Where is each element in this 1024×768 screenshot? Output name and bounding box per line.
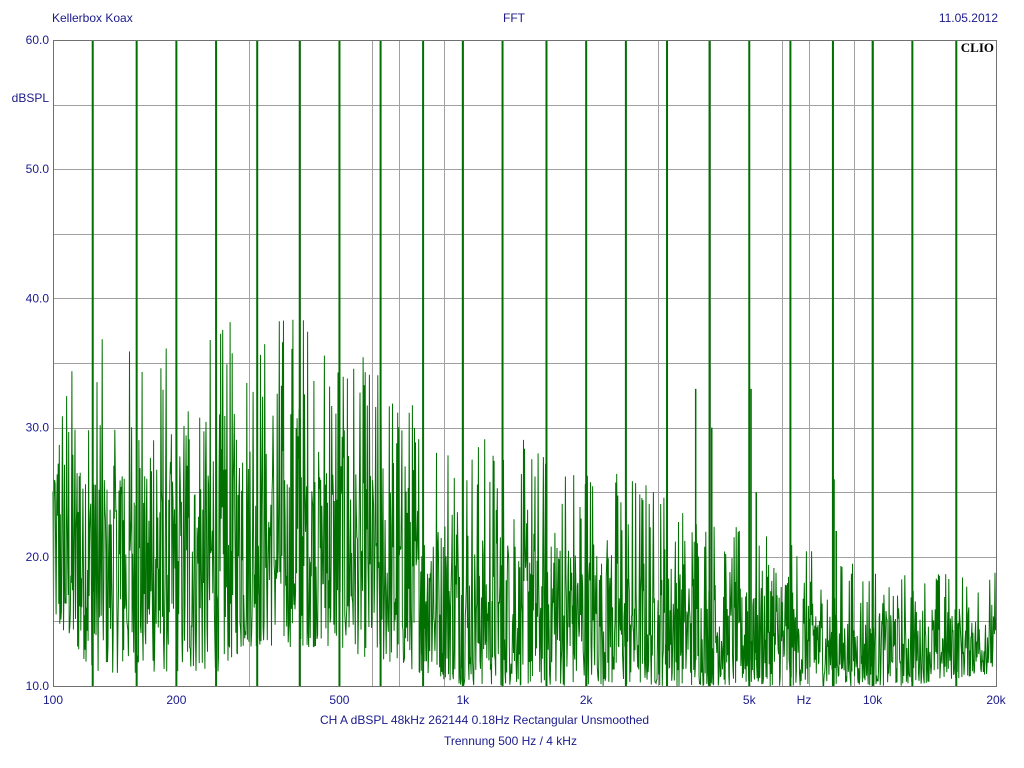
measurement-parameters: CH A dBSPL 48kHz 262144 0.18Hz Rectangul… <box>320 713 650 727</box>
y-axis-label: dBSPL <box>12 91 50 105</box>
clio-logo: CLIO <box>961 40 994 55</box>
header-measurement-type: FFT <box>503 11 525 25</box>
measurement-note: Trennung 500 Hz / 4 kHz <box>444 734 577 748</box>
x-tick-label: 200 <box>166 693 186 707</box>
x-tick-label: 2k <box>580 693 594 707</box>
x-tick-label: 20k <box>986 693 1006 707</box>
x-axis-unit-label: Hz <box>797 693 812 707</box>
fft-noise-trace <box>52 319 997 688</box>
plot-frame <box>53 40 997 687</box>
header-date: 11.05.2012 <box>938 11 998 25</box>
x-tick-label: 5k <box>743 693 757 707</box>
header-title: Kellerbox Koax <box>52 11 133 25</box>
x-tick-label: 1k <box>456 693 470 707</box>
y-tick-label: 50.0 <box>26 162 50 176</box>
x-tick-label: 10k <box>863 693 883 707</box>
x-tick-label: 100 <box>43 693 63 707</box>
y-tick-label: 60.0 <box>26 33 50 47</box>
y-tick-label: 20.0 <box>26 550 50 564</box>
y-tick-label: 40.0 <box>26 291 50 305</box>
x-tick-label: 500 <box>329 693 349 707</box>
y-tick-label: 30.0 <box>26 421 50 435</box>
y-tick-label: 10.0 <box>26 679 50 693</box>
